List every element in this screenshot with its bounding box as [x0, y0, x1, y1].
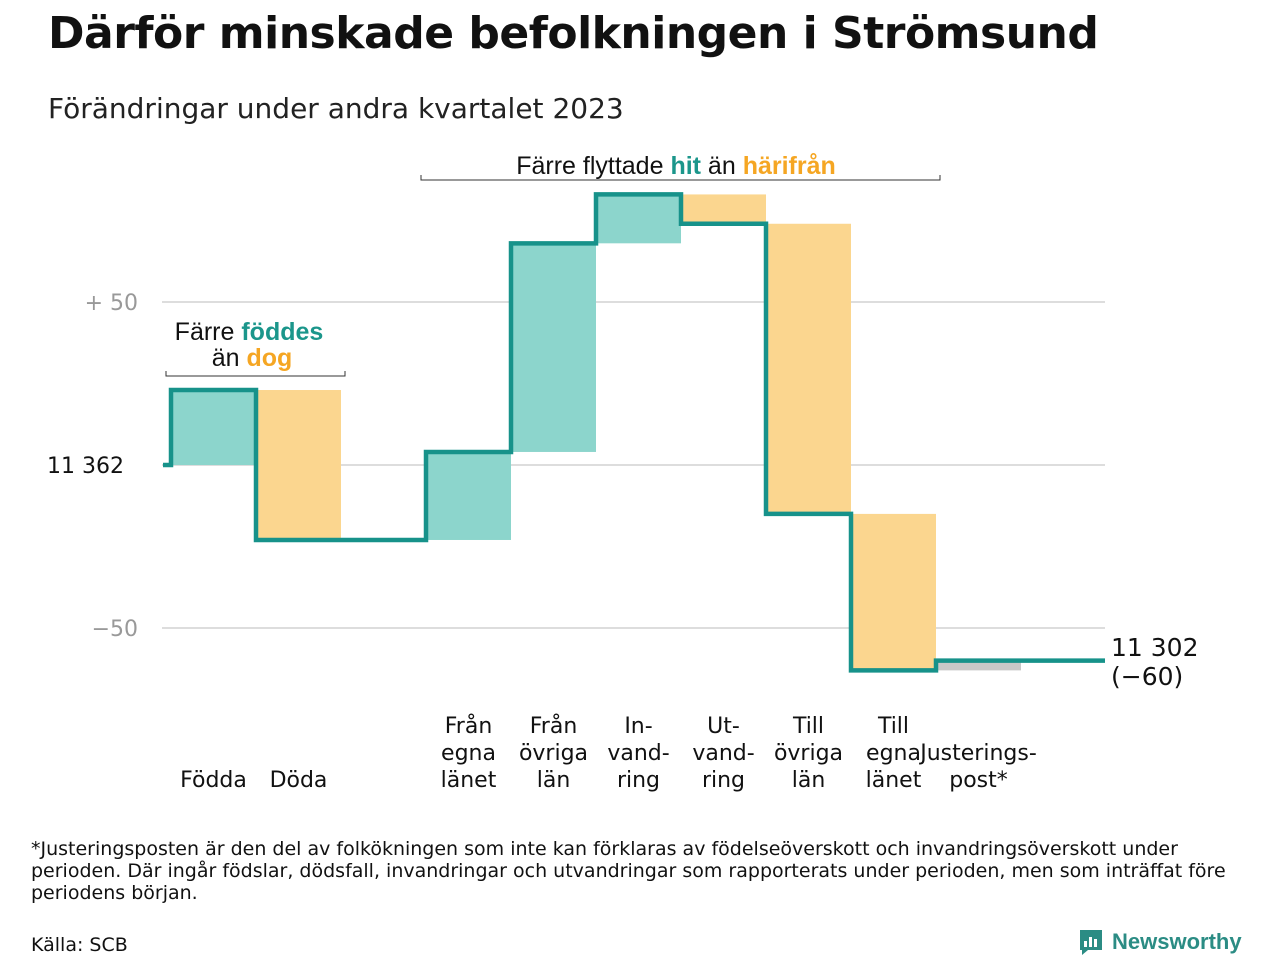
category-label: post* — [949, 768, 1008, 793]
annotation-births-deaths-line1: Färre föddes — [175, 318, 324, 346]
category-label: övriga — [519, 741, 588, 766]
category-label: övriga — [774, 741, 843, 766]
source-label: Källa: SCB — [31, 934, 128, 956]
annotation-plain-text: Färre — [175, 318, 242, 346]
waterfall-bar-5 — [596, 194, 681, 244]
annotation-births-deaths-line2: än dog — [212, 344, 293, 372]
category-label: länet — [866, 768, 922, 793]
category-label: länet — [441, 768, 497, 793]
category-label: Döda — [270, 768, 328, 793]
chart-subtitle: Förändringar under andra kvartalet 2023 — [48, 92, 624, 125]
category-label: egna — [866, 741, 921, 766]
annotation-plain-text: än — [701, 152, 743, 180]
category-label: Till — [877, 714, 909, 739]
category-label: vand- — [692, 741, 754, 766]
annotation-teal-text: hit — [670, 152, 701, 180]
category-label: Födda — [180, 768, 247, 793]
start-value-label: 11 362 — [47, 454, 124, 479]
category-label: län — [537, 768, 571, 793]
waterfall-bar-0 — [171, 390, 256, 465]
category-label: In- — [624, 714, 652, 739]
category-label: Från — [530, 713, 578, 739]
category-label: Ut- — [707, 714, 740, 739]
waterfall-bar-4 — [511, 243, 596, 452]
category-label: län — [792, 768, 826, 793]
brand-name: Newsworthy — [1112, 929, 1242, 954]
category-label: Från — [445, 713, 493, 739]
waterfall-bar-3 — [426, 451, 511, 540]
y-tick-label: −50 — [92, 617, 138, 642]
end-value-label: 11 302 — [1111, 633, 1198, 662]
annotation-teal-text: föddes — [241, 318, 323, 346]
annotation-plain-text: Färre flyttade — [516, 152, 670, 180]
newsworthy-chart-icon — [1080, 930, 1102, 955]
newsworthy-logo: Newsworthy — [1078, 928, 1242, 956]
category-label: egna — [441, 741, 496, 766]
footnote: *Justeringsposten är den del av folkökni… — [31, 838, 1226, 904]
annotation-bracket-births-deaths — [165, 371, 346, 377]
y-tick-label: + 50 — [85, 291, 138, 316]
category-label: vand- — [607, 741, 669, 766]
waterfall-bar-6 — [681, 194, 766, 224]
chart-title: Därför minskade befolkningen i Strömsund — [48, 8, 1099, 59]
annotation-plain-text: än — [212, 344, 247, 372]
waterfall-bar-7 — [766, 223, 851, 514]
annotation-orange-text: dog — [246, 344, 292, 372]
annotation-bracket-migration — [420, 175, 941, 181]
category-label: Till — [792, 714, 824, 739]
category-label: Justerings- — [918, 741, 1037, 766]
cumulative-line — [163, 192, 1105, 673]
annotation-migration: Färre flyttade hit än härifrån — [516, 152, 836, 180]
end-change-label: (−60) — [1111, 662, 1183, 691]
annotation-orange-text: härifrån — [743, 152, 836, 180]
waterfall-bar-9 — [936, 660, 1021, 671]
category-label: ring — [617, 768, 660, 793]
waterfall-bar-8 — [851, 513, 936, 671]
waterfall-bar-1 — [256, 390, 341, 540]
category-label: ring — [702, 768, 745, 793]
